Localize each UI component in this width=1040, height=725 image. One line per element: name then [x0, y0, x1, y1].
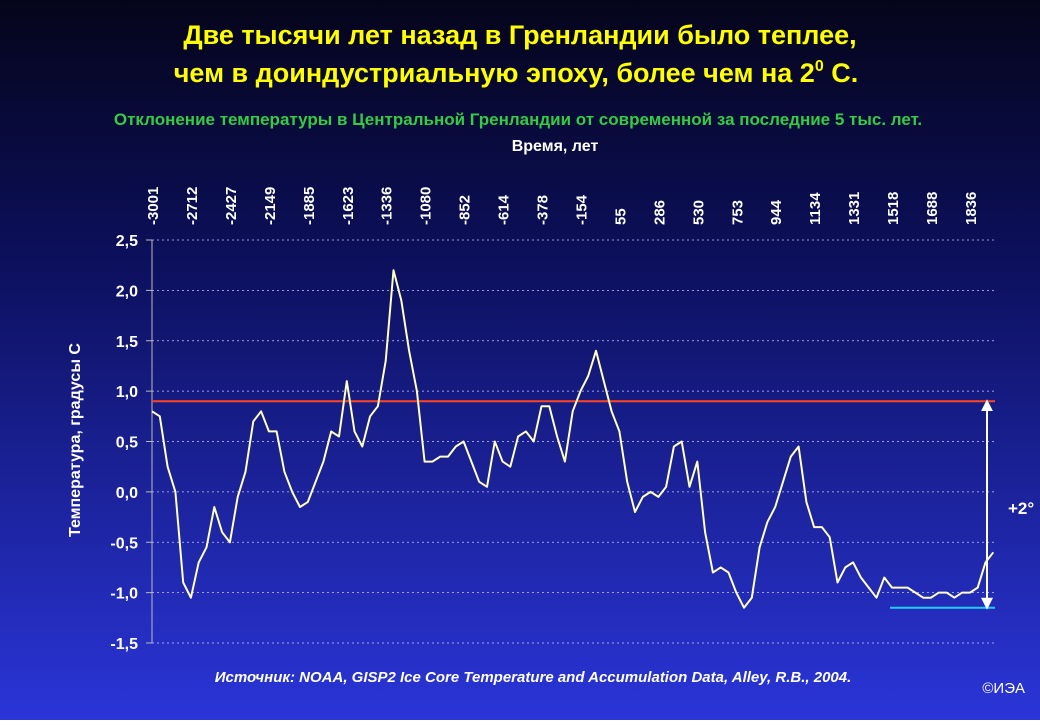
- y-tick-label: 0,0: [116, 485, 138, 502]
- x-tick-label: -3001: [145, 187, 162, 225]
- x-tick-label: 1518: [885, 192, 902, 225]
- y-tick-label: -0,5: [110, 535, 138, 552]
- x-tick-label: 1134: [807, 192, 824, 225]
- y-axis-label: Температура, градусы С: [67, 343, 84, 537]
- title-tail: С.: [824, 58, 859, 88]
- x-tick-label: -154: [573, 194, 590, 225]
- x-tick-label: -614: [496, 194, 513, 225]
- x-tick-label: 55: [612, 208, 629, 225]
- x-tick-label: -378: [535, 195, 552, 225]
- y-tick-label: -1,0: [110, 586, 138, 603]
- x-tick-label: -1080: [418, 187, 435, 225]
- x-tick-label: 1331: [846, 192, 863, 225]
- title-line: чем в доиндустриальную эпоху, более чем …: [174, 58, 859, 88]
- title-line: Две тысячи лет назад в Гренландии было т…: [183, 20, 856, 50]
- x-tick-label: -2712: [184, 187, 201, 225]
- y-tick-label: 1,0: [116, 384, 138, 401]
- annotation: +2°: [1008, 499, 1034, 518]
- y-tick-label: 0,5: [116, 435, 138, 452]
- subtitle: Отклонение температуры в Центральной Гре…: [114, 110, 922, 129]
- y-tick-label: 1,5: [116, 334, 138, 351]
- y-tick-label: -1,5: [110, 636, 138, 653]
- y-tick-label: 2,0: [116, 283, 138, 300]
- x-tick-label: 1688: [924, 192, 941, 225]
- x-tick-label: 530: [690, 200, 707, 225]
- data-line: [151, 269, 995, 609]
- x-tick-label: 944: [768, 199, 785, 225]
- x-tick-label: 753: [729, 200, 746, 225]
- x-tick-label: 286: [651, 200, 668, 225]
- x-tick-label: -1623: [340, 187, 357, 225]
- title-superscript: 0: [815, 58, 824, 75]
- x-tick-label: -852: [457, 195, 474, 225]
- y-tick-label: 2,5: [116, 233, 138, 250]
- x-tick-label: -2149: [262, 187, 279, 225]
- x-tick-label: 1836: [963, 192, 980, 225]
- x-tick-label: -2427: [223, 187, 240, 225]
- x-tick-label: -1336: [379, 187, 396, 225]
- copyright: ©ИЭА: [982, 680, 1025, 697]
- x-axis-label: Время, лет: [512, 138, 599, 155]
- title-text: чем в доиндустриальную эпоху, более чем …: [174, 58, 815, 88]
- x-tick-label: -1885: [301, 187, 318, 225]
- source: Источник: NOAA, GISP2 Ice Core Temperatu…: [215, 669, 852, 686]
